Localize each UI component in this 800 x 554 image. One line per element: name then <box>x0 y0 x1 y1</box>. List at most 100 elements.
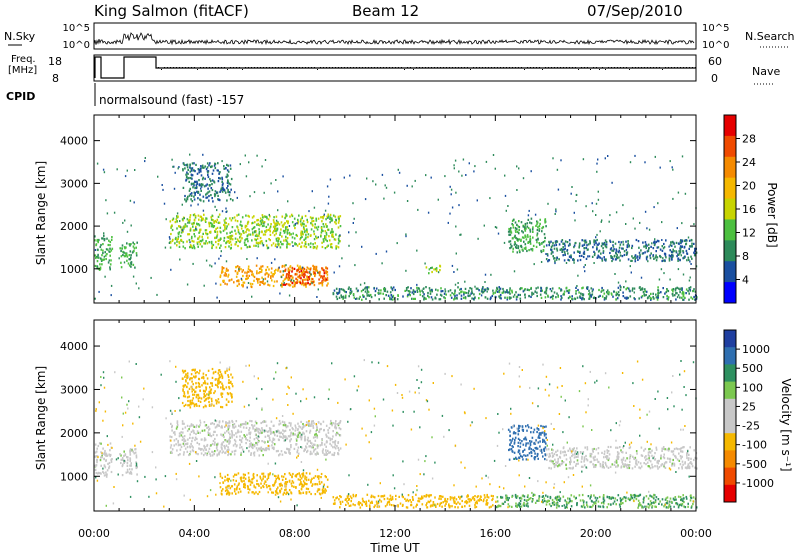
power-cell <box>200 189 202 192</box>
power-cell <box>695 251 698 254</box>
power-cell <box>343 289 345 292</box>
velocity-cell <box>317 477 320 480</box>
power-cell <box>578 254 581 258</box>
velocity-cell <box>288 480 291 483</box>
nave-dot <box>530 67 531 68</box>
power-cell <box>338 219 340 222</box>
power-cell <box>694 249 696 253</box>
power-cell <box>599 230 601 233</box>
power-cell <box>454 297 456 300</box>
power-cell <box>566 289 569 292</box>
velocity-cell <box>199 385 201 388</box>
velocity-cell <box>110 470 113 474</box>
power-cell <box>555 258 558 261</box>
velocity-cell <box>211 422 214 425</box>
velocity-cell <box>387 500 390 504</box>
power-cell <box>688 287 690 290</box>
power-cell <box>321 282 324 285</box>
power-cell <box>532 226 534 229</box>
power-cell <box>102 258 104 261</box>
power-cell <box>510 227 512 230</box>
power-cell <box>688 279 691 282</box>
power-cell <box>284 226 287 229</box>
power-cell <box>676 227 678 230</box>
velocity-cell <box>567 502 570 505</box>
power-cell <box>417 287 420 290</box>
power-cell <box>601 289 603 292</box>
velocity-cell <box>258 454 261 457</box>
power-cell <box>245 238 247 241</box>
velocity-cell <box>296 449 299 452</box>
nave-dot <box>452 67 453 68</box>
power-cell <box>111 236 113 239</box>
velocity-cell <box>477 495 479 498</box>
power-cell <box>221 176 223 179</box>
power-cell <box>675 287 677 290</box>
power-cell <box>208 194 210 198</box>
power-cell <box>125 246 127 249</box>
velocity-cell <box>193 431 195 435</box>
power-cell <box>241 237 243 240</box>
power-cell <box>336 297 339 301</box>
velocity-cell <box>220 433 222 436</box>
velocity-cell <box>254 420 257 423</box>
velocity-cell <box>474 501 477 504</box>
power-cell <box>188 189 191 192</box>
power-cell <box>259 281 261 284</box>
power-cell <box>297 276 299 279</box>
power-cell <box>256 219 258 222</box>
velocity-cell <box>425 493 428 497</box>
power-cell <box>192 229 195 232</box>
velocity-cell <box>191 380 193 383</box>
power-cell <box>528 289 530 292</box>
power-cell <box>656 246 659 249</box>
velocity-cell <box>691 505 693 508</box>
power-cell <box>529 230 532 233</box>
power-cell <box>144 157 146 159</box>
power-cell <box>523 247 526 250</box>
power-cell <box>99 257 102 260</box>
velocity-cell <box>189 406 192 409</box>
power-cell <box>364 287 366 290</box>
power-cell <box>205 184 207 187</box>
velocity-cell <box>643 496 645 499</box>
power-feature-0 <box>94 234 114 271</box>
nave-dot <box>617 67 618 68</box>
velocity-cell <box>206 377 209 380</box>
power-cell <box>247 267 250 270</box>
power-cell <box>198 240 200 243</box>
power-cell <box>216 218 219 221</box>
velocity-cell <box>257 430 260 433</box>
power-cell <box>214 236 216 239</box>
power-cell <box>419 293 422 296</box>
power-cell <box>306 221 309 224</box>
power-cell <box>560 289 562 292</box>
velocity-cell <box>261 479 263 482</box>
nave-dot <box>371 67 372 68</box>
power-cell <box>241 270 244 273</box>
power-cell <box>650 297 653 300</box>
velocity-cell <box>184 395 187 398</box>
velocity-cell <box>455 502 458 505</box>
velocity-cell <box>301 446 303 449</box>
power-cell <box>238 283 240 286</box>
power-cell <box>585 246 588 249</box>
velocity-cell <box>283 439 286 442</box>
power-cell <box>511 289 513 292</box>
nave-dot <box>611 67 612 68</box>
power-cell <box>632 217 634 220</box>
power-cell <box>612 240 614 243</box>
power-cell <box>286 231 289 234</box>
velocity-cell <box>129 459 131 463</box>
power-cell <box>540 261 543 263</box>
velocity-cell <box>212 372 215 375</box>
nave-dot <box>167 67 168 68</box>
power-cell <box>526 288 529 291</box>
nave-dot <box>164 67 165 68</box>
power-cell <box>468 162 470 165</box>
power-cell <box>519 293 521 297</box>
velocity-cell <box>255 429 257 432</box>
power-cell <box>237 231 240 234</box>
nave-dot <box>221 67 222 68</box>
power-cell <box>584 241 586 244</box>
